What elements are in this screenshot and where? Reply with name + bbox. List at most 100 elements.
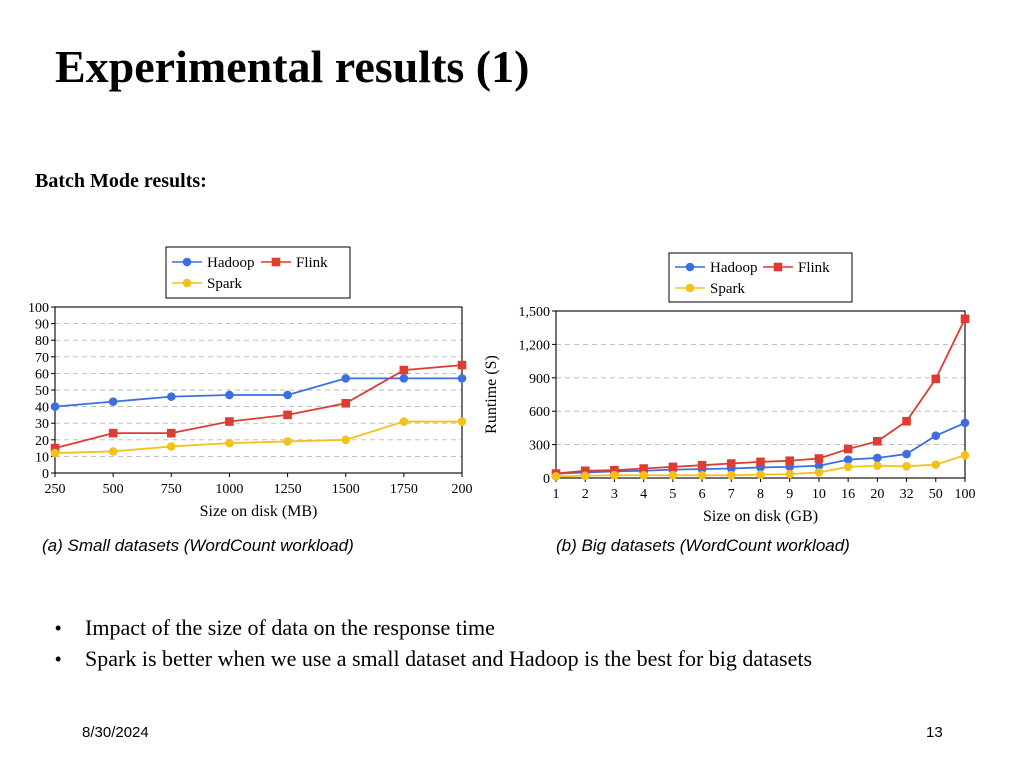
data-point-spark [50, 448, 60, 458]
data-point-flink [697, 460, 707, 470]
data-point-spark [166, 442, 176, 451]
data-point-flink [902, 416, 911, 426]
data-point-hadoop [283, 390, 292, 400]
data-point-flink [166, 428, 176, 438]
y-tick-label: 50 [35, 384, 49, 399]
data-point-flink [931, 374, 941, 384]
data-point-flink [785, 456, 795, 466]
data-point-spark [108, 447, 118, 456]
x-tick-label: 100 [955, 487, 976, 502]
data-point-spark [873, 461, 882, 471]
y-tick-label: 900 [529, 372, 550, 387]
x-tick-label: 50 [929, 487, 943, 502]
data-point-spark [902, 462, 911, 471]
series-line-spark [54, 420, 462, 454]
data-point-spark [931, 460, 941, 469]
x-tick-label: 8 [757, 487, 764, 502]
data-point-spark [697, 470, 707, 480]
data-point-spark [341, 435, 351, 445]
x-axis-label: Size on disk (GB) [703, 508, 818, 525]
legend-entry-flink: Flink [261, 255, 328, 271]
data-point-hadoop [457, 374, 467, 383]
x-tick-label: 3 [611, 487, 618, 502]
series-hadoop [50, 374, 467, 411]
x-tick-label: 1 [553, 487, 560, 502]
data-point-spark [580, 471, 590, 481]
x-tick-label: 7 [728, 487, 735, 502]
series-line-flink [555, 318, 966, 475]
y-tick-label: 90 [35, 318, 49, 333]
y-tick-label: 70 [35, 351, 49, 366]
data-point-hadoop [873, 453, 882, 463]
data-point-flink [873, 436, 882, 446]
data-point-flink [756, 457, 765, 467]
bullet-list: • Impact of the size of data on the respo… [55, 614, 812, 676]
x-tick-label: 9 [786, 487, 793, 502]
bullet-dot-icon: • [55, 649, 62, 669]
x-tick-label: 16 [841, 487, 855, 502]
series-spark [50, 417, 467, 458]
y-tick-label: 80 [35, 334, 49, 349]
legend-entry-spark: Spark [172, 276, 242, 292]
plot-frame [54, 306, 463, 474]
data-point-spark [960, 450, 970, 460]
legend-box [668, 252, 853, 303]
x-tick-label: 2 [582, 487, 589, 502]
legend-entry-spark: Spark [675, 281, 745, 297]
series-flink [50, 360, 467, 453]
y-tick-label: 0 [42, 467, 49, 482]
x-tick-label: 32 [900, 487, 914, 502]
bullet-item: • Spark is better when we use a small dat… [55, 645, 812, 676]
data-point-hadoop [902, 449, 911, 459]
legend-label: Flink [296, 255, 328, 271]
x-tick-label: 20 [870, 487, 884, 502]
data-point-flink [108, 428, 118, 438]
legend-label: Hadoop [207, 255, 255, 271]
legend-marker [685, 262, 695, 272]
x-tick-label: 500 [103, 482, 124, 497]
y-tick-label: 1,500 [519, 305, 551, 320]
y-tick-label: 40 [35, 401, 49, 416]
series-flink [551, 314, 970, 478]
data-point-hadoop [166, 392, 176, 401]
x-tick-label: 750 [161, 482, 182, 497]
page-number: 13 [926, 724, 943, 741]
x-tick-label: 200 [452, 482, 473, 497]
data-point-spark [551, 472, 561, 481]
data-point-spark [726, 470, 736, 480]
caption-small-datasets: (a) Small datasets (WordCount workload) [42, 536, 354, 555]
data-point-flink [283, 410, 292, 420]
legend-entry-hadoop: Hadoop [675, 260, 758, 276]
y-tick-label: 30 [35, 417, 49, 432]
data-point-spark [668, 470, 678, 480]
data-point-spark [399, 417, 409, 426]
legend-marker [271, 257, 281, 267]
data-point-flink [399, 365, 409, 375]
data-point-spark [843, 462, 853, 472]
data-point-hadoop [50, 402, 60, 411]
x-tick-label: 1250 [274, 482, 302, 497]
data-point-flink [457, 360, 467, 370]
x-tick-label: 1500 [332, 482, 360, 497]
legend-marker [182, 278, 192, 288]
data-point-spark [639, 470, 648, 480]
data-point-hadoop [931, 431, 941, 440]
legend-label: Hadoop [710, 260, 758, 276]
x-axis-label: Size on disk (MB) [200, 503, 318, 520]
y-tick-label: 10 [35, 450, 49, 465]
data-point-hadoop [108, 397, 118, 406]
legend-marker [685, 283, 695, 293]
series-line-hadoop [54, 377, 462, 408]
legend-entry-hadoop: Hadoop [172, 255, 255, 271]
data-point-flink [814, 454, 824, 463]
data-point-hadoop [960, 418, 970, 428]
legend-marker [182, 257, 192, 267]
data-point-spark [814, 468, 824, 477]
y-tick-label: 20 [35, 434, 49, 449]
data-point-spark [785, 469, 795, 479]
bullet-item: • Impact of the size of data on the respo… [55, 614, 812, 645]
data-point-spark [283, 437, 292, 446]
y-axis-label: Runtime (S) [483, 355, 500, 434]
x-tick-label: 250 [45, 482, 66, 497]
